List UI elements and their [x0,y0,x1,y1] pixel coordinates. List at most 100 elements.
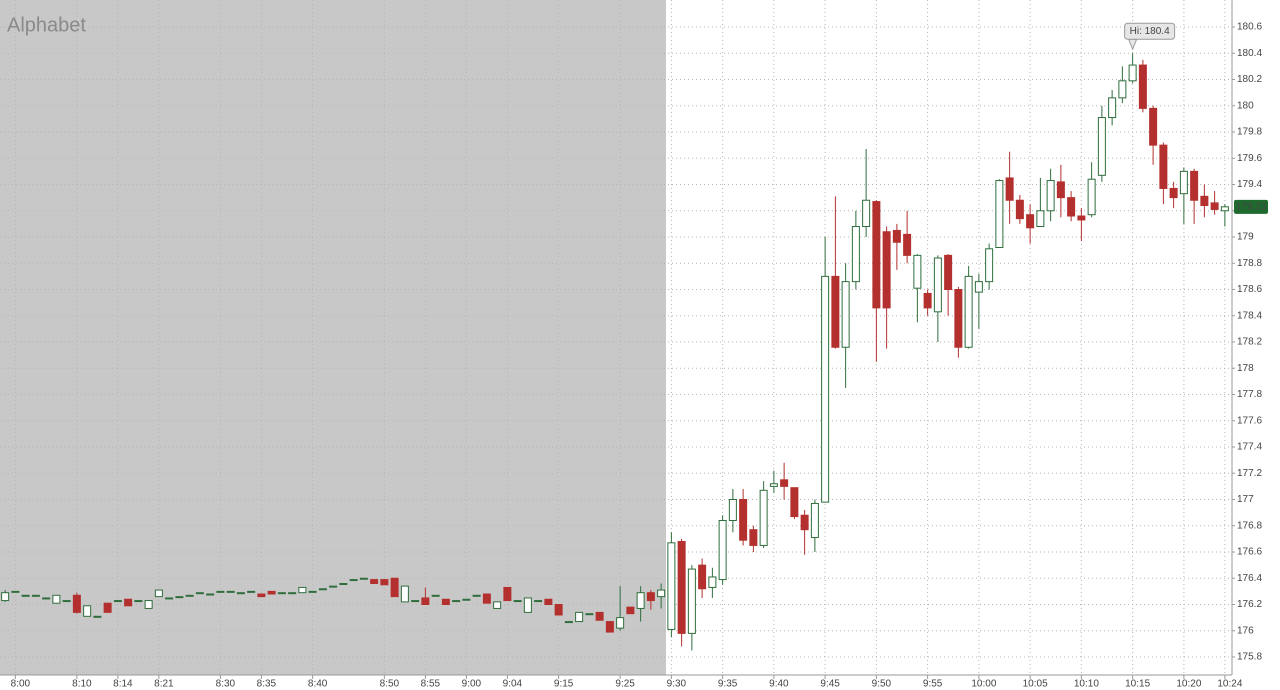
candle-body [882,231,891,309]
candle-body [421,597,430,605]
candle-body [247,590,256,593]
candle-body [441,598,450,605]
candle-body [800,514,809,531]
candle-body [288,592,297,595]
candle-body [1190,170,1199,201]
candle-body [1036,210,1045,227]
candle-body [851,226,860,283]
candle-body [1138,64,1147,109]
candle-body [431,594,440,597]
candle-body [821,275,830,503]
x-tick-label: 10:24 [1217,679,1242,690]
candle-body [862,199,871,227]
candle-body [841,281,850,348]
candle-body [503,586,512,602]
y-tick-label: 175.8 [1237,652,1262,663]
candle-body [1200,195,1209,206]
x-tick-label: 10:15 [1125,679,1150,690]
candle-body [1056,181,1065,199]
candle-body [93,615,102,618]
candle-body [585,613,594,616]
x-tick-label: 10:00 [971,679,996,690]
x-tick-label: 8:55 [421,679,441,690]
candle-body [452,600,461,603]
candle-body [1077,215,1086,221]
candle-body [493,601,502,609]
x-tick-label: 8:21 [154,679,174,690]
x-tick-label: 10:10 [1074,679,1099,690]
candle-body [359,577,368,580]
candle-body [995,180,1004,248]
candle-body [749,529,758,546]
x-tick-label: 9:50 [872,679,892,690]
candle-body [1210,202,1219,210]
candle-body [554,604,563,616]
candle-body [1118,80,1127,99]
candle-body [892,229,901,243]
candle-body [329,585,338,588]
chart-title: Alphabet [7,14,86,36]
y-tick-label: 176.4 [1237,573,1262,584]
x-tick-label: 8:00 [11,679,31,690]
candle-body [1005,177,1014,201]
last-price-label: 179.23 [1236,201,1267,212]
candle-body [605,621,614,633]
candle-body [1159,144,1168,189]
candle-body [72,594,81,613]
y-tick-label: 176.2 [1237,599,1262,610]
candle-body [728,499,737,521]
candle-body [411,600,420,603]
candle-body [1067,197,1076,217]
candle-body [616,617,625,629]
x-tick-label: 9:00 [462,679,482,690]
candle-body [257,593,266,598]
candle-body [1128,64,1137,82]
x-tick-label: 9:40 [769,679,789,690]
y-tick-label: 179.4 [1237,179,1262,190]
y-tick-label: 177.2 [1237,468,1262,479]
candle-body [708,576,717,588]
candle-body [1087,178,1096,216]
candle-body [759,489,768,546]
candle-body [308,590,317,593]
candle-body [974,281,983,293]
x-tick-label: 9:45 [820,679,840,690]
candle-body [1026,214,1035,229]
candle-body [349,579,358,582]
x-tick-label: 8:30 [216,679,236,690]
candle-body [318,588,327,591]
x-tick-label: 10:20 [1176,679,1201,690]
candle-body [1179,170,1188,195]
candle-body [267,590,276,595]
y-tick-label: 180.6 [1237,22,1262,33]
candle-body [626,606,635,615]
candle-body [780,479,789,487]
candle-body [11,590,20,593]
candle-body [339,583,348,585]
candle-body [1015,199,1024,220]
candle-body [903,233,912,256]
x-tick-label: 8:40 [308,679,328,690]
candle-body [985,248,994,283]
y-tick-label: 178.4 [1237,310,1262,321]
premarket-shade [0,0,666,675]
y-tick-label: 178.2 [1237,337,1262,348]
candle-body [657,589,666,598]
candle-body [646,592,655,602]
x-tick-label: 8:14 [113,679,133,690]
candle-body [564,621,573,624]
candle-body [175,596,184,599]
x-tick-label: 9:04 [503,679,523,690]
candle-body [185,594,194,597]
candle-body [482,593,491,604]
candle-body [687,568,696,634]
candle-body [1108,97,1117,119]
high-callout-box [1124,22,1176,40]
y-tick-label: 178.6 [1237,284,1262,295]
x-tick-label: 8:35 [257,679,277,690]
y-tick-label: 177.8 [1237,389,1262,400]
candle-body [462,598,471,601]
y-tick-label: 178.8 [1237,258,1262,269]
y-tick-label: 180.4 [1237,48,1262,59]
